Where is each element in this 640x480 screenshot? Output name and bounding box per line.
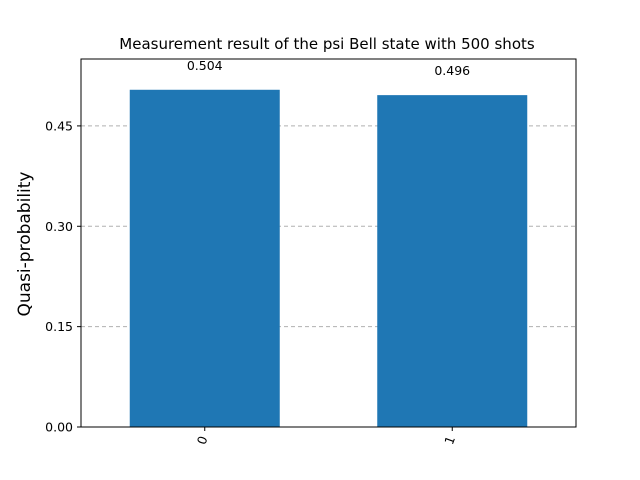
y-tick-label: 0.15	[45, 319, 73, 334]
bar-1	[377, 95, 528, 427]
x-tick-label: 0	[194, 434, 211, 447]
y-axis-label: Quasi-probability	[15, 172, 35, 317]
bars	[129, 89, 528, 427]
plot-frame	[80, 58, 577, 428]
data-label-0: 0.504	[187, 58, 223, 73]
axes	[80, 58, 577, 428]
gridlines	[81, 125, 576, 328]
bar-0	[129, 89, 280, 427]
y-tick-label: 0.45	[45, 118, 73, 133]
data-label-1: 0.496	[434, 63, 470, 78]
y-tick-label: 0.30	[45, 219, 73, 234]
chart-title: Measurement result of the psi Bell state…	[119, 35, 535, 53]
y-ticks: 0.00 0.15 0.30 0.45	[45, 118, 81, 435]
x-tick-label: 1	[441, 434, 458, 447]
data-labels: 0.504 0.496	[187, 58, 470, 78]
y-tick-label: 0.00	[45, 420, 73, 435]
